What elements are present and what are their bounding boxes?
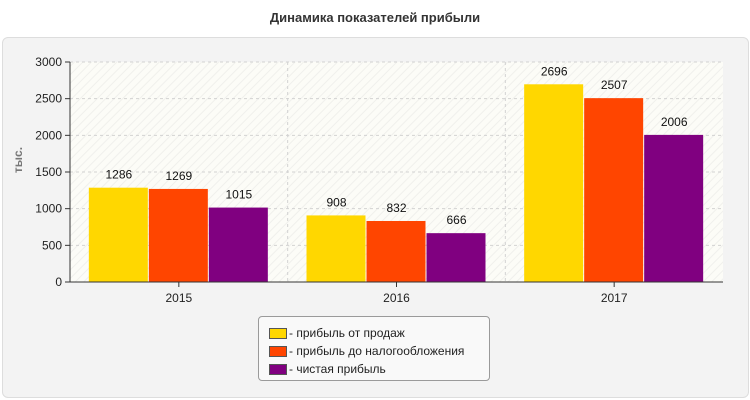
bar-2015-series-3[interactable]: [208, 207, 268, 282]
bar-2015-series-1[interactable]: [88, 187, 148, 282]
y-tick-label: 2500: [35, 92, 62, 106]
bar-value-label: 1015: [225, 188, 252, 202]
legend-swatch-sales-profit: [269, 327, 287, 339]
bar-value-label: 1286: [105, 168, 132, 182]
legend: - прибыль от продаж - прибыль до налогоо…: [258, 316, 490, 381]
legend-swatch-net-profit: [269, 363, 287, 375]
bar-value-label: 2696: [541, 64, 568, 78]
bar-value-label: 1269: [165, 169, 192, 183]
bar-2016-series-3[interactable]: [426, 233, 486, 282]
legend-item-pretax-profit[interactable]: - прибыль до налогообложения: [269, 342, 489, 360]
axes: 0 500 1000 1500 2000 2500 3000 2015 2016 2017: [35, 55, 723, 305]
chart-title: Динамика показателей прибыли: [269, 10, 481, 25]
bar-value-label: 666: [446, 213, 466, 227]
legend-item-sales-profit[interactable]: - прибыль от продаж: [269, 324, 489, 342]
bars: 1286 1269 1015 908 832 666 2696 2507 2006: [88, 64, 704, 282]
bar-value-label: 2507: [601, 78, 628, 92]
legend-label-pretax-profit: - прибыль до налогообложения: [289, 344, 465, 358]
x-tick-label: 2017: [601, 291, 628, 305]
legend-label-sales-profit: - прибыль от продаж: [289, 326, 405, 340]
bar-value-label: 908: [326, 195, 346, 209]
bar-2016-series-2[interactable]: [366, 220, 426, 282]
x-tick-label: 2015: [165, 291, 192, 305]
bar-value-label: 2006: [661, 115, 688, 129]
legend-item-net-profit[interactable]: - чистая прибыль: [269, 360, 489, 378]
y-axis-label: тыс.: [11, 147, 25, 173]
y-tick-label: 1500: [35, 165, 62, 179]
legend-label-net-profit: - чистая прибыль: [289, 362, 386, 376]
legend-swatch-pretax-profit: [269, 345, 287, 357]
y-tick-label: 1000: [35, 202, 62, 216]
y-tick-label: 0: [55, 275, 62, 289]
bar-2017-series-3[interactable]: [644, 134, 704, 282]
bar-2015-series-2[interactable]: [148, 188, 208, 282]
bar-2016-series-1[interactable]: [306, 215, 366, 282]
bar-2017-series-2[interactable]: [584, 98, 644, 282]
y-tick-label: 2000: [35, 128, 62, 142]
bar-value-label: 832: [386, 201, 406, 215]
bar-2017-series-1[interactable]: [524, 84, 584, 282]
x-tick-label: 2016: [383, 291, 410, 305]
y-tick-label: 500: [42, 238, 62, 252]
y-tick-label: 3000: [35, 55, 62, 69]
